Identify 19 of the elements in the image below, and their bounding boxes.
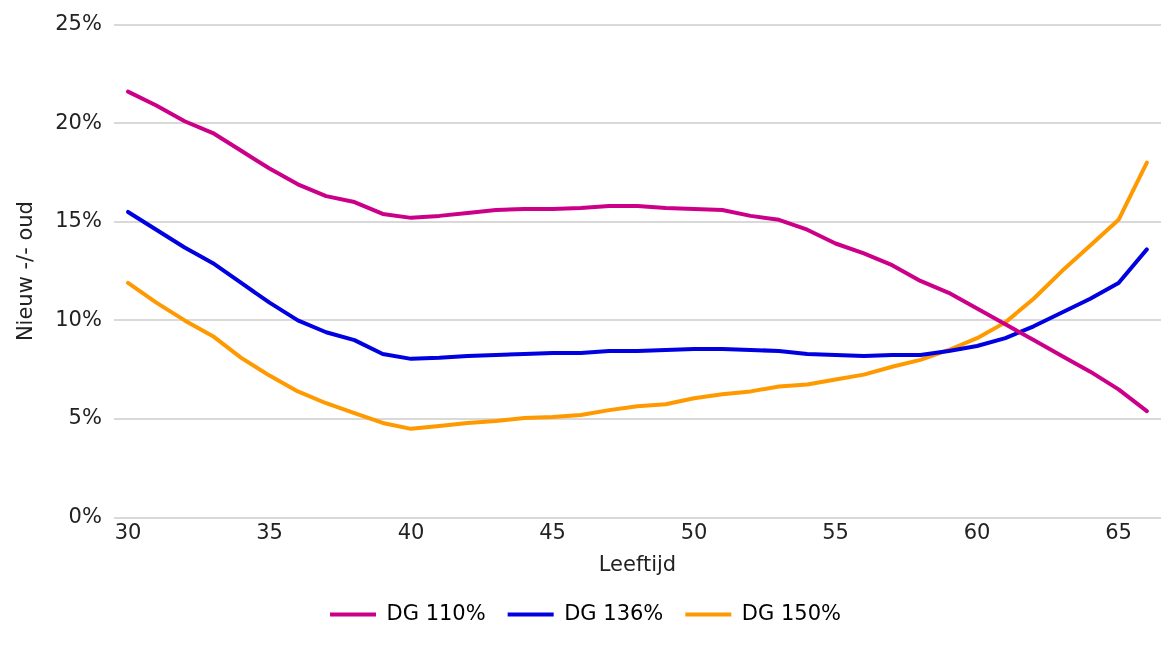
x-tick-label: 60 (963, 519, 991, 544)
legend-label: DG 136% (564, 600, 664, 625)
y-tick-label: 0% (68, 504, 102, 529)
x-tick-label: 45 (539, 519, 566, 544)
x-tick-label: 55 (822, 519, 849, 544)
legend-label: DG 150% (741, 600, 841, 625)
x-axis-title: Leeftijd (598, 551, 677, 576)
y-tick-label: 20% (55, 109, 102, 134)
y-tick-label: 15% (55, 208, 102, 233)
y-tick-label: 5% (68, 405, 102, 430)
y-axis-title: Nieuw -/- oud (13, 201, 38, 342)
x-tick-label: 40 (397, 519, 425, 544)
y-tick-label: 10% (55, 306, 102, 331)
x-tick-label: 35 (256, 519, 283, 544)
x-tick-label: 30 (114, 519, 142, 544)
legend-label: DG 110% (386, 600, 486, 625)
x-tick-label: 65 (1105, 519, 1132, 544)
y-tick-label: 25% (55, 11, 102, 36)
x-tick-label: 50 (680, 519, 708, 544)
